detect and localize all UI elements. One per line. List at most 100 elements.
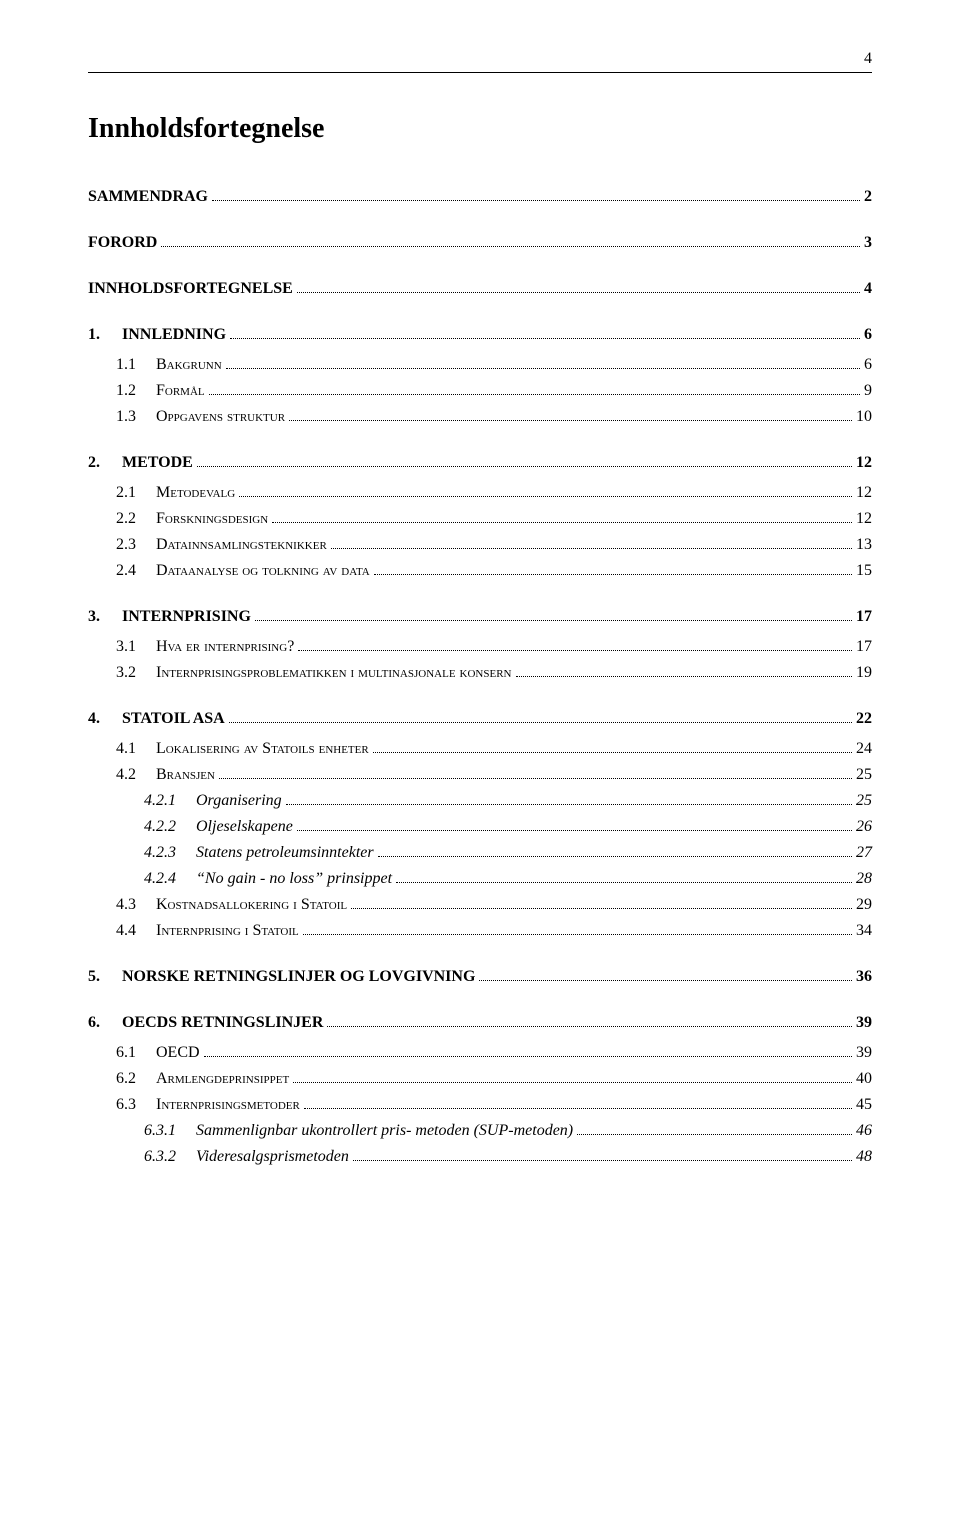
toc-dots	[396, 882, 852, 883]
toc-entry-label: 1.3Oppgavens struktur	[116, 405, 285, 429]
toc-entry-label: 6.1OECD	[116, 1041, 200, 1065]
toc-entry-page: 46	[856, 1119, 872, 1143]
toc-entry-number: 6.3.1	[144, 1119, 196, 1143]
toc-entry: 4.2.2Oljeselskapene 26	[144, 815, 872, 839]
toc-entry-page: 10	[856, 405, 872, 429]
toc-entry: FORORD 3	[88, 231, 872, 255]
toc-dots	[286, 804, 852, 805]
toc-entry-number: 6.3	[116, 1093, 156, 1117]
toc-entry-label: 4.2.1Organisering	[144, 789, 282, 813]
toc-entry: 1.2Formål9	[116, 379, 872, 403]
toc-dots	[239, 496, 852, 497]
toc-entry-text: Lokalisering av Statoils enheter	[156, 740, 369, 757]
toc-entry-page: 22	[856, 707, 872, 731]
toc-entry-number: 4.2.4	[144, 867, 196, 891]
toc-dots	[577, 1134, 852, 1135]
toc-entry-page: 19	[856, 661, 872, 685]
toc-entry-text: NORSKE RETNINGSLINJER OG LOVGIVNING	[122, 968, 475, 985]
toc-entry-label: 4.2.3Statens petroleumsinntekter	[144, 841, 374, 865]
toc-entry-text: OECDS RETNINGSLINJER	[122, 1014, 323, 1031]
toc-dots	[197, 466, 852, 467]
toc-entry: 1.3Oppgavens struktur 10	[116, 405, 872, 429]
toc-entry-text: Oljeselskapene	[196, 818, 293, 835]
toc-entry-label: 6.3.2Videresalgsprismetoden	[144, 1145, 349, 1169]
toc-dots	[161, 246, 860, 247]
toc-entry-text: Internprisingsmetoder	[156, 1096, 300, 1113]
toc-entry-number: 2.4	[116, 559, 156, 583]
toc-entry-text: Sammenlignbar ukontrollert pris- metoden…	[196, 1122, 573, 1139]
toc-entry-page: 39	[856, 1011, 872, 1035]
toc-entry-label: 3.2Internprisingsproblematikken i multin…	[116, 661, 512, 685]
toc-container: SAMMENDRAG2 FORORD 3 INNHOLDSFORTEGNELSE 4 1.…	[88, 185, 872, 1169]
toc-entry-page: 2	[864, 185, 872, 209]
toc-entry-text: Armlengdeprinsippet	[156, 1070, 289, 1087]
toc-entry-page: 6	[864, 323, 872, 347]
toc-dots	[378, 856, 852, 857]
toc-entry-text: INTERNPRISING	[122, 608, 251, 625]
toc-entry: 3.2Internprisingsproblematikken i multin…	[116, 661, 872, 685]
toc-entry-number: 2.	[88, 451, 122, 475]
toc-dots	[298, 650, 852, 651]
toc-entry: 6.3Internprisingsmetoder45	[116, 1093, 872, 1117]
toc-entry-label: 3.1Hva er internprising?	[116, 635, 294, 659]
toc-entry: 1.INNLEDNING6	[88, 323, 872, 347]
toc-entry-number: 6.3.2	[144, 1145, 196, 1169]
toc-entry: 4.STATOIL ASA22	[88, 707, 872, 731]
toc-dots	[212, 200, 860, 201]
toc-entry-number: 1.1	[116, 353, 156, 377]
toc-entry-page: 26	[856, 815, 872, 839]
toc-entry: 4.2.1Organisering25	[144, 789, 872, 813]
toc-entry-page: 17	[856, 635, 872, 659]
toc-entry-label: 6.3.1Sammenlignbar ukontrollert pris- me…	[144, 1119, 573, 1143]
toc-entry-text: Hva er internprising?	[156, 638, 294, 655]
toc-dots	[353, 1160, 852, 1161]
toc-entry-text: Datainnsamlingsteknikker	[156, 536, 327, 553]
toc-entry: 4.2.3Statens petroleumsinntekter27	[144, 841, 872, 865]
toc-entry-number: 5.	[88, 965, 122, 989]
toc-dots	[479, 980, 852, 981]
toc-entry-label: 6.OECDS RETNINGSLINJER	[88, 1011, 323, 1035]
toc-entry-label: 1.1Bakgrunn	[116, 353, 222, 377]
toc-entry-number: 6.1	[116, 1041, 156, 1065]
toc-dots	[293, 1082, 852, 1083]
toc-entry: 6.OECDS RETNINGSLINJER 39	[88, 1011, 872, 1035]
toc-entry-number: 4.2	[116, 763, 156, 787]
toc-entry-label: 4.4Internprising i Statoil	[116, 919, 299, 943]
toc-entry-label: 2.3Datainnsamlingsteknikker	[116, 533, 327, 557]
toc-entry-page: 3	[864, 231, 872, 255]
toc-entry: 2.1Metodevalg12	[116, 481, 872, 505]
toc-entry-label: INNHOLDSFORTEGNELSE	[88, 277, 293, 301]
toc-entry: 1.1Bakgrunn6	[116, 353, 872, 377]
toc-entry-number: 4.3	[116, 893, 156, 917]
toc-entry-page: 9	[864, 379, 872, 403]
toc-entry-text: Organisering	[196, 792, 282, 809]
toc-entry-page: 4	[864, 277, 872, 301]
toc-entry-number: 1.3	[116, 405, 156, 429]
toc-entry-label: 2.4Dataanalyse og tolkning av data	[116, 559, 370, 583]
toc-entry-label: 4.2.4“No gain - no loss” prinsippet	[144, 867, 392, 891]
toc-entry-number: 3.1	[116, 635, 156, 659]
toc-entry-label: 3.INTERNPRISING	[88, 605, 251, 629]
toc-entry-number: 2.2	[116, 507, 156, 531]
toc-dots	[374, 574, 852, 575]
toc-entry-page: 12	[856, 507, 872, 531]
toc-title: Innholdsfortegnelse	[88, 113, 872, 145]
toc-dots	[373, 752, 852, 753]
toc-entry: SAMMENDRAG2	[88, 185, 872, 209]
toc-entry: 6.3.1Sammenlignbar ukontrollert pris- me…	[144, 1119, 872, 1143]
toc-entry: 3.1Hva er internprising? 17	[116, 635, 872, 659]
toc-entry-text: Internprising i Statoil	[156, 922, 299, 939]
toc-entry-page: 36	[856, 965, 872, 989]
toc-entry-number: 3.	[88, 605, 122, 629]
toc-entry: 6.3.2Videresalgsprismetoden48	[144, 1145, 872, 1169]
toc-entry-label: 4.2.2Oljeselskapene	[144, 815, 293, 839]
toc-entry-text: FORORD	[88, 234, 157, 251]
toc-dots	[516, 676, 853, 677]
toc-entry-number: 4.	[88, 707, 122, 731]
toc-entry-text: Formål	[156, 382, 205, 399]
toc-entry: 3.INTERNPRISING17	[88, 605, 872, 629]
toc-entry-label: 2.1Metodevalg	[116, 481, 235, 505]
page-number: 4	[88, 50, 872, 68]
toc-entry: 2.2Forskningsdesign12	[116, 507, 872, 531]
toc-dots	[209, 394, 860, 395]
